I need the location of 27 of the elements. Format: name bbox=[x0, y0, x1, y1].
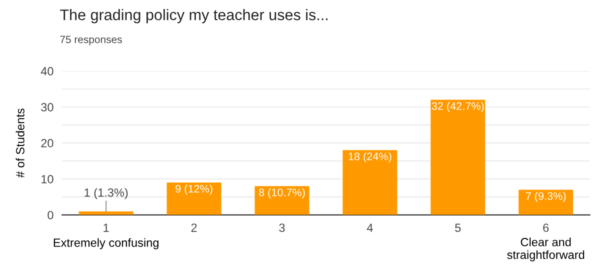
x-tick-label: 1 bbox=[104, 224, 109, 232]
bar bbox=[342, 150, 398, 215]
bar bbox=[430, 100, 486, 215]
text: Clear and straightforward bbox=[507, 238, 584, 262]
y-tick-label: 40 bbox=[40, 67, 54, 76]
y-tick-label: 20 bbox=[41, 139, 54, 148]
x-tick-label: 3 bbox=[279, 224, 285, 232]
text: Extremely confusing bbox=[54, 238, 158, 250]
data-label: 1 (1.3%) bbox=[84, 188, 128, 200]
y-tick-label: 30 bbox=[41, 103, 54, 112]
bar bbox=[166, 182, 222, 215]
bar bbox=[518, 190, 574, 215]
chart-title: The grading policy my teacher uses is... bbox=[60, 9, 328, 24]
data-label: 18 (24%) bbox=[348, 152, 392, 162]
y-tick-label: 10 bbox=[42, 174, 54, 184]
x-tick-label: 6 bbox=[543, 224, 549, 232]
data-label: 8 (10.7%) bbox=[258, 188, 305, 198]
chart-subtitle: 75 responses bbox=[60, 36, 122, 46]
x-tick-label: 5 bbox=[455, 224, 461, 232]
bar bbox=[254, 186, 310, 215]
data-label: 32 (42.7%) bbox=[432, 102, 484, 112]
y-tick-label: 0 bbox=[48, 210, 54, 220]
y-axis-title: # of Students bbox=[16, 108, 24, 178]
x-tick-label: 4 bbox=[366, 224, 373, 232]
data-label: 7 (9.3%) bbox=[526, 192, 566, 202]
x-tick-label: 2 bbox=[191, 224, 197, 232]
data-label: 9 (12%) bbox=[176, 184, 212, 195]
